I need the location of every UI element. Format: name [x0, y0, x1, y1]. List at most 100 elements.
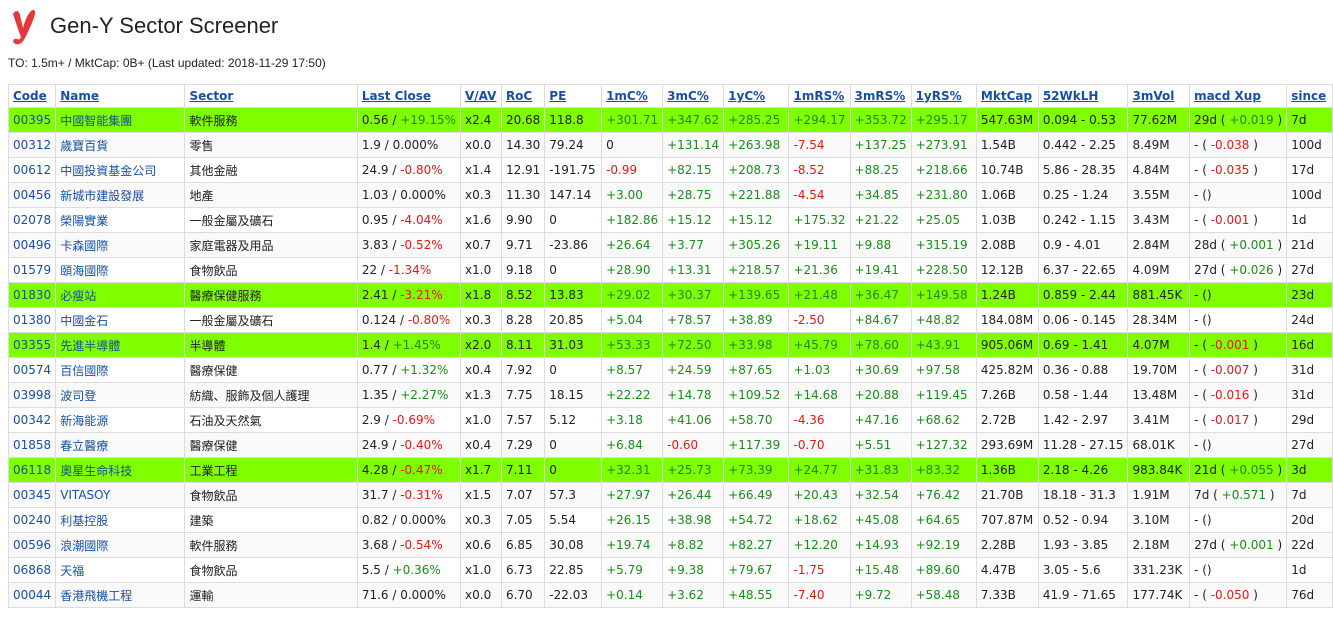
stock-name-link[interactable]: 先進半導體: [60, 338, 121, 353]
stock-code-link[interactable]: 00496: [13, 238, 52, 252]
cell-name[interactable]: 浪潮國際: [55, 532, 186, 558]
sort-link-1yrs[interactable]: 1yRS%: [915, 89, 962, 103]
sort-link-mktcap[interactable]: MktCap: [980, 89, 1033, 103]
table-row[interactable]: 02078 榮陽實業 一般金屬及礦石 0.95 / -4.04% x1.6 9.90 0 +1…: [7, 207, 1333, 233]
cell-name[interactable]: 新海能源: [55, 407, 186, 433]
cell-code[interactable]: 01380: [7, 307, 57, 333]
table-row[interactable]: 00345 VITASOY 食物飲品 31.7 / -0.31% x1.5 7.07 57.…: [7, 482, 1333, 508]
stock-code-link[interactable]: 02078: [13, 213, 52, 227]
sort-link-1mrs[interactable]: 1mRS%: [793, 89, 845, 103]
stock-code-link[interactable]: 03998: [13, 388, 52, 402]
column-header-3mrs[interactable]: 3mRS%: [849, 84, 912, 108]
stock-name-link[interactable]: 中國投資基金公司: [60, 163, 157, 178]
sort-link-name[interactable]: Name: [60, 89, 99, 103]
column-header-1mrs[interactable]: 1mRS%: [788, 84, 851, 108]
cell-code[interactable]: 00596: [7, 532, 57, 558]
stock-name-link[interactable]: 新海能源: [60, 413, 109, 428]
cell-name[interactable]: 先進半導體: [55, 332, 186, 358]
column-header-1yrs[interactable]: 1yRS%: [910, 84, 977, 108]
column-header-macd-xup[interactable]: macd Xup: [1189, 84, 1288, 108]
column-header-last-close[interactable]: Last Close: [356, 84, 462, 108]
table-row[interactable]: 00574 百信國際 醫療保健 0.77 / +1.32% x0.4 7.92 0 +8.57…: [7, 357, 1333, 383]
sort-link-3mrs[interactable]: 3mRS%: [854, 89, 906, 103]
cell-name[interactable]: 奧星生命科技: [55, 457, 186, 483]
cell-code[interactable]: 02078: [7, 207, 57, 233]
stock-code-link[interactable]: 06868: [13, 563, 52, 577]
cell-name[interactable]: 香港飛機工程: [55, 582, 186, 608]
stock-code-link[interactable]: 01579: [13, 263, 52, 277]
table-row[interactable]: 00496 卡森國際 家庭電器及用品 3.83 / -0.52% x0.7 9.71 -23…: [7, 232, 1333, 258]
cell-code[interactable]: 06118: [7, 457, 57, 483]
sort-link-last-close[interactable]: Last Close: [361, 89, 432, 103]
cell-name[interactable]: 波司登: [55, 382, 186, 408]
table-row[interactable]: 01858 春立醫療 醫療保健 24.9 / -0.40% x0.4 7.29 0 +6.84…: [7, 432, 1333, 458]
stock-name-link[interactable]: 新城市建設發展: [60, 188, 145, 203]
column-header-since[interactable]: since: [1286, 84, 1333, 108]
table-row[interactable]: 03998 波司登 紡織、服飾及個人護理 1.35 / +2.27% x1.3 7.75 1…: [7, 382, 1333, 408]
stock-name-link[interactable]: 歲寶百貨: [60, 138, 109, 153]
stock-name-link[interactable]: 奧星生命科技: [60, 463, 133, 478]
stock-code-link[interactable]: 00596: [13, 538, 52, 552]
column-header-mktcap[interactable]: MktCap: [975, 84, 1039, 108]
cell-code[interactable]: 00574: [7, 357, 57, 383]
stock-code-link[interactable]: 06118: [13, 463, 52, 477]
cell-code[interactable]: 03998: [7, 382, 57, 408]
stock-code-link[interactable]: 01858: [13, 438, 52, 452]
stock-name-link[interactable]: 卡森國際: [60, 238, 109, 253]
cell-code[interactable]: 00240: [7, 507, 57, 533]
sort-link-pe[interactable]: PE: [549, 89, 567, 103]
stock-name-link[interactable]: 波司登: [60, 388, 97, 403]
cell-name[interactable]: 新城市建設發展: [55, 182, 186, 208]
table-row[interactable]: 00312 歲寶百貨 零售 1.9 / 0.000% x0.0 14.30 79.24 0 +1…: [7, 132, 1333, 158]
table-row[interactable]: 00456 新城市建設發展 地產 1.03 / 0.000% x0.3 11.30 147.…: [7, 182, 1333, 208]
cell-name[interactable]: 卡森國際: [55, 232, 186, 258]
cell-code[interactable]: 00496: [7, 232, 57, 258]
stock-code-link[interactable]: 00240: [13, 513, 52, 527]
stock-name-link[interactable]: 浪潮國際: [60, 538, 109, 553]
stock-code-link[interactable]: 00574: [13, 363, 52, 377]
cell-code[interactable]: 00456: [7, 182, 57, 208]
cell-name[interactable]: 中國金石: [55, 307, 186, 333]
stock-name-link[interactable]: 榮陽實業: [60, 213, 109, 228]
cell-code[interactable]: 06868: [7, 557, 57, 583]
sort-link-3mvol[interactable]: 3mVol: [1132, 89, 1175, 103]
table-row[interactable]: 00240 利基控股 建築 0.82 / 0.000% x0.3 7.05 5.54 +26.…: [7, 507, 1333, 533]
column-header-3mvol[interactable]: 3mVol: [1127, 84, 1191, 108]
sort-link-roc[interactable]: RoC: [505, 89, 533, 103]
column-header-1yc[interactable]: 1yC%: [723, 84, 790, 108]
stock-name-link[interactable]: 中國智能集團: [60, 113, 133, 128]
stock-name-link[interactable]: 利基控股: [60, 513, 109, 528]
table-row[interactable]: 00596 浪潮國際 軟件服務 3.68 / -0.54% x0.6 6.85 30.08 +…: [7, 532, 1333, 558]
cell-name[interactable]: 歲寶百貨: [55, 132, 186, 158]
stock-code-link[interactable]: 01380: [13, 313, 52, 327]
column-header-sector[interactable]: Sector: [184, 84, 358, 108]
stock-name-link[interactable]: 天福: [60, 563, 85, 578]
table-row[interactable]: 00612 中國投資基金公司 其他金融 24.9 / -0.80% x1.4 12.91-…: [7, 157, 1333, 183]
stock-code-link[interactable]: 03355: [13, 338, 52, 352]
table-row[interactable]: 00342 新海能源 石油及天然氣 2.9 / -0.69% x1.0 7.57 5.12 +…: [7, 407, 1333, 433]
cell-code[interactable]: 00395: [7, 107, 57, 133]
table-row[interactable]: 06868 天福 食物飲品 5.5 / +0.36% x1.0 6.73 22.85 +5.7…: [7, 557, 1333, 583]
sort-link-macd-xup[interactable]: macd Xup: [1194, 89, 1261, 103]
column-header-name[interactable]: Name: [55, 84, 186, 108]
cell-code[interactable]: 00044: [7, 582, 57, 608]
table-row[interactable]: 01830 必瘦站 醫療保健服務 2.41 / -3.21% x1.8 8.52 13.83…: [7, 282, 1333, 308]
sort-link-1yc[interactable]: 1yC%: [728, 89, 766, 103]
column-header-52wklh[interactable]: 52WkLH: [1037, 84, 1129, 108]
sort-link-3mc[interactable]: 3mC%: [667, 89, 709, 103]
stock-code-link[interactable]: 00345: [13, 488, 52, 502]
stock-name-link[interactable]: 春立醫療: [60, 438, 109, 453]
stock-code-link[interactable]: 00044: [13, 588, 52, 602]
cell-code[interactable]: 03355: [7, 332, 57, 358]
cell-name[interactable]: 天福: [55, 557, 186, 583]
stock-name-link[interactable]: 中國金石: [60, 313, 109, 328]
cell-code[interactable]: 00345: [7, 482, 57, 508]
cell-name[interactable]: 榮陽實業: [55, 207, 186, 233]
cell-name[interactable]: 中國智能集團: [55, 107, 186, 133]
sort-link-1mc[interactable]: 1mC%: [606, 89, 648, 103]
table-row[interactable]: 01579 頤海國際 食物飲品 22 / -1.34% x1.0 9.18 0 +28.90 +…: [7, 257, 1333, 283]
table-row[interactable]: 00395 中國智能集團 軟件服務 0.56 / +19.15% x2.4 20.68 11…: [7, 107, 1333, 133]
column-header-code[interactable]: Code: [7, 84, 57, 108]
stock-code-link[interactable]: 00312: [13, 138, 52, 152]
stock-code-link[interactable]: 00612: [13, 163, 52, 177]
